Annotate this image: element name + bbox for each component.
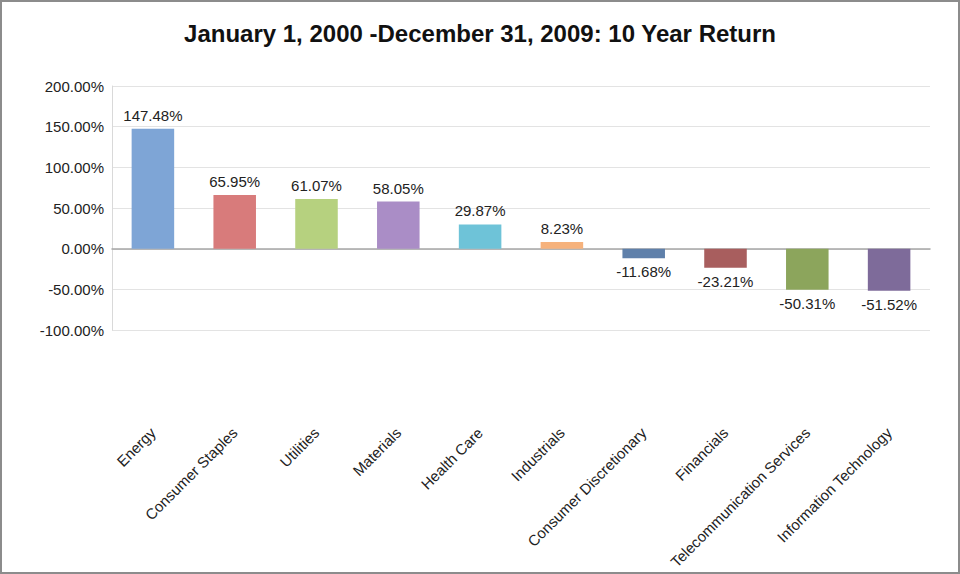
svg-text:-50.00%: -50.00% xyxy=(48,281,104,298)
svg-text:Utilities: Utilities xyxy=(276,424,322,470)
svg-text:Financials: Financials xyxy=(672,424,732,484)
svg-text:-11.68%: -11.68% xyxy=(616,263,671,280)
svg-text:Telecommunication Services: Telecommunication Services xyxy=(667,424,813,570)
svg-text:65.95%: 65.95% xyxy=(209,173,260,190)
svg-text:200.00%: 200.00% xyxy=(45,78,104,95)
svg-text:-23.21%: -23.21% xyxy=(698,273,754,290)
svg-text:Industrials: Industrials xyxy=(508,424,568,484)
svg-text:Energy: Energy xyxy=(113,424,159,470)
svg-text:61.07%: 61.07% xyxy=(291,177,342,194)
svg-text:147.48%: 147.48% xyxy=(123,107,182,124)
svg-text:Consumer Discretionary: Consumer Discretionary xyxy=(524,424,650,550)
svg-text:58.05%: 58.05% xyxy=(373,180,424,197)
svg-text:-51.52%: -51.52% xyxy=(861,296,917,313)
svg-text:150.00%: 150.00% xyxy=(45,118,104,135)
svg-text:Materials: Materials xyxy=(349,424,404,479)
svg-text:-50.31%: -50.31% xyxy=(779,295,835,312)
svg-text:29.87%: 29.87% xyxy=(455,202,506,219)
svg-text:Information Technology: Information Technology xyxy=(774,424,896,546)
svg-text:-100.00%: -100.00% xyxy=(40,322,104,339)
svg-text:January 1, 2000 -December 31,: January 1, 2000 -December 31, 2009: 10 Y… xyxy=(184,20,776,47)
svg-text:100.00%: 100.00% xyxy=(45,159,104,176)
svg-text:8.23%: 8.23% xyxy=(541,220,584,237)
svg-text:50.00%: 50.00% xyxy=(53,200,104,217)
svg-text:0.00%: 0.00% xyxy=(61,240,104,257)
svg-text:Consumer Staples: Consumer Staples xyxy=(142,424,241,523)
svg-text:Health Care: Health Care xyxy=(418,424,487,493)
